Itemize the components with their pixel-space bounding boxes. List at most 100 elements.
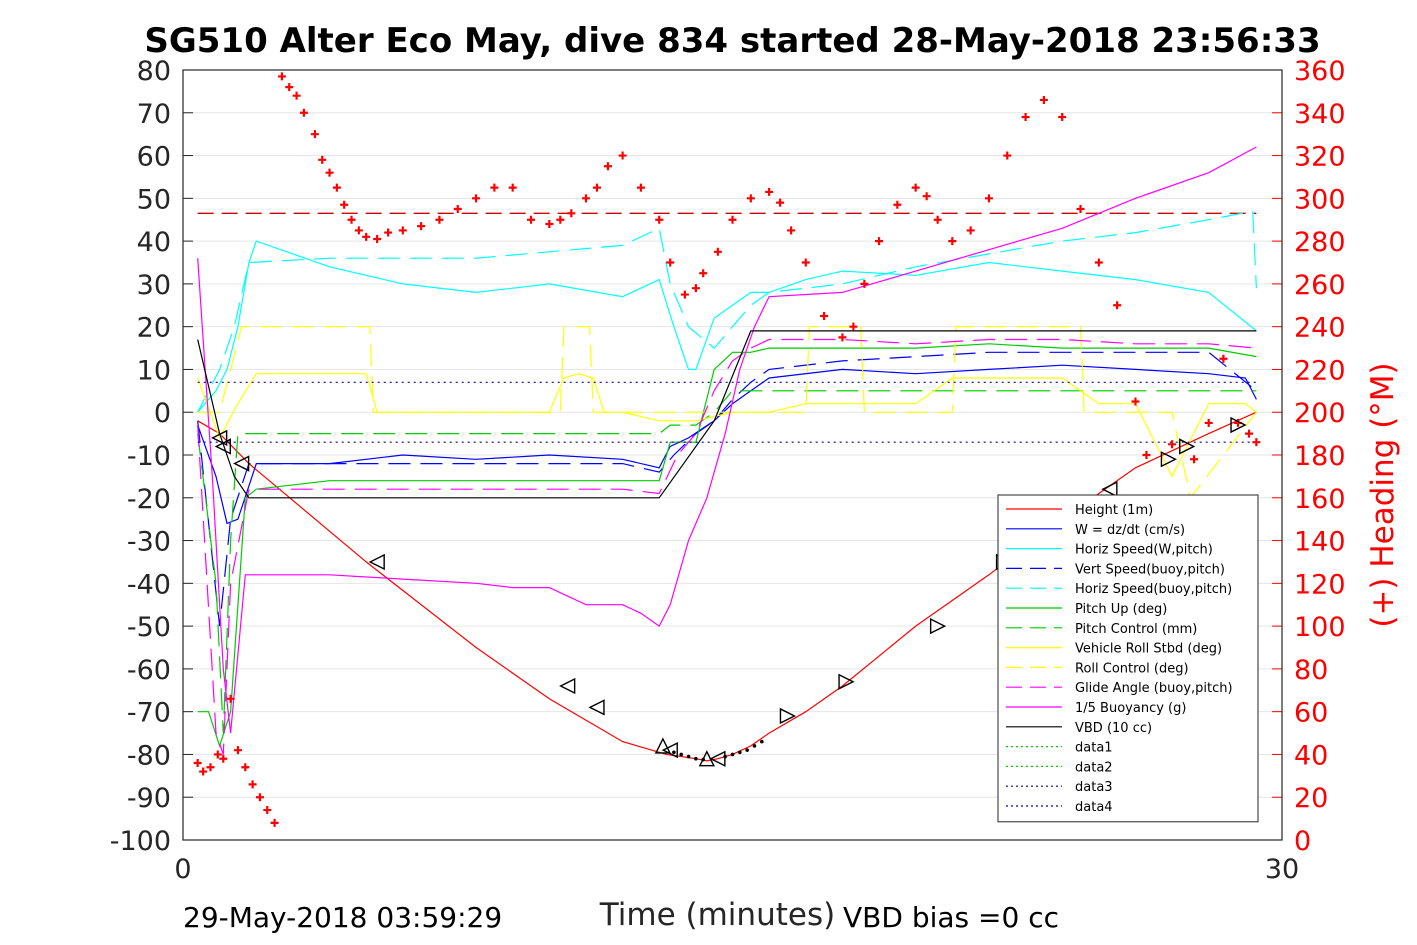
- heading-point: [787, 226, 796, 235]
- series-line: [197, 330, 1257, 499]
- y-tick-label: -100: [110, 826, 171, 857]
- heading-point: [270, 818, 279, 827]
- y-tick-label: 20: [137, 313, 171, 344]
- depth-dot: [760, 739, 764, 744]
- heading-point: [373, 234, 382, 243]
- heading-point: [453, 205, 462, 214]
- heading-point: [310, 130, 319, 139]
- heading-point: [801, 258, 810, 267]
- depth-marker: [654, 737, 672, 754]
- y-tick-label: -90: [127, 783, 171, 814]
- heading-point: [1058, 113, 1067, 122]
- heading-point: [435, 215, 444, 224]
- heading-point: [713, 247, 722, 256]
- legend-label: Pitch Control (mm): [1075, 622, 1197, 637]
- y-tick-label: -70: [127, 698, 171, 729]
- depth-marker: [1179, 438, 1196, 455]
- x-axis-label: Time (minutes): [599, 897, 835, 933]
- chart-title: SG510 Alter Eco May, dive 834 started 28…: [144, 21, 1320, 61]
- depth-marker: [588, 699, 605, 716]
- legend-label: Pitch Up (deg): [1075, 602, 1167, 617]
- legend-label: Height (1m): [1075, 503, 1153, 518]
- depth-dot: [738, 750, 742, 755]
- y-tick-label: -80: [127, 740, 171, 771]
- y-tick-label: 60: [137, 142, 171, 173]
- heading-point: [545, 220, 554, 228]
- legend-box: [997, 494, 1259, 823]
- heading-point: [1204, 418, 1213, 427]
- heading-point: [226, 694, 235, 703]
- heading-point: [820, 311, 829, 320]
- heading-point: [490, 183, 499, 192]
- legend-label: Horiz Speed(buoy,pitch): [1075, 582, 1232, 597]
- heading-point: [556, 215, 565, 224]
- depth-marker: [929, 617, 947, 635]
- legend-label: 1/5 Buoyancy (g): [1075, 701, 1186, 716]
- heading-point: [1245, 429, 1254, 438]
- depth-marker: [1160, 451, 1178, 468]
- series-line: [197, 338, 1257, 755]
- heading-point: [592, 183, 601, 192]
- heading-point: [362, 232, 371, 241]
- y-right-tick-label: 240: [1294, 313, 1346, 344]
- footer-vbd-bias: VBD bias =0 cc: [843, 901, 1059, 934]
- chart-legend: Height (1m) W = dz/dt (cm/s) Horiz Speed(W…: [997, 494, 1259, 823]
- heading-point: [255, 793, 264, 802]
- y-right-tick-label: 260: [1294, 270, 1346, 301]
- y-right-tick-label: 60: [1294, 698, 1328, 729]
- depth-marker: [661, 742, 678, 759]
- heading-point: [567, 209, 576, 218]
- depth-marker: [709, 750, 726, 767]
- heading-point: [911, 183, 920, 192]
- heading-point: [219, 754, 228, 763]
- y-right-tick-label: 20: [1294, 783, 1328, 814]
- heading-point: [1076, 205, 1085, 214]
- heading-point: [680, 290, 689, 299]
- heading-point: [1168, 440, 1177, 449]
- heading-point: [299, 108, 308, 117]
- heading-point: [292, 91, 301, 100]
- series-line: [197, 364, 1257, 525]
- heading-point: [849, 322, 858, 331]
- y-tick-label: 30: [137, 270, 171, 301]
- y-tick-label: -50: [127, 612, 171, 643]
- x-tick-label: 30: [1265, 854, 1299, 885]
- heading-point: [1003, 151, 1012, 160]
- heading-point: [527, 215, 536, 224]
- plot-series: [193, 72, 1261, 827]
- y-right-tick-label: 40: [1294, 740, 1328, 771]
- heading-point: [838, 333, 847, 342]
- heading-point: [746, 194, 755, 203]
- heading-point: [354, 226, 363, 235]
- depth-marker: [214, 438, 231, 455]
- heading-point: [765, 187, 774, 196]
- heading-point: [618, 151, 627, 160]
- heading-point: [332, 183, 341, 192]
- y-tick-label: 40: [137, 227, 171, 258]
- heading-point: [699, 269, 708, 278]
- heading-point: [948, 237, 957, 246]
- y-tick-label: -20: [127, 484, 171, 515]
- depth-marker: [838, 673, 855, 690]
- series-line: [197, 240, 1257, 413]
- heading-point: [1142, 451, 1151, 459]
- heading-point: [666, 258, 675, 267]
- y-right-tick-label: 100: [1294, 612, 1346, 643]
- depth-marker: [559, 677, 576, 695]
- heading-point: [1190, 455, 1199, 464]
- y-tick-label: -30: [127, 527, 171, 558]
- heading-point: [581, 194, 590, 203]
- heading-point: [636, 183, 645, 192]
- depth-marker: [779, 707, 797, 725]
- legend-label: VBD (10 cc): [1075, 721, 1152, 736]
- x-axis-ticks: 0 30: [174, 854, 1299, 885]
- heading-point: [193, 759, 202, 767]
- depth-dot: [672, 750, 676, 755]
- heading-point: [398, 226, 407, 235]
- heading-point: [1113, 301, 1122, 310]
- depth-marker: [368, 553, 385, 571]
- y-right-tick-label: 220: [1294, 355, 1346, 386]
- y-tick-label: 80: [137, 56, 171, 87]
- y-right-tick-label: 340: [1294, 99, 1346, 130]
- depth-dot: [730, 752, 735, 757]
